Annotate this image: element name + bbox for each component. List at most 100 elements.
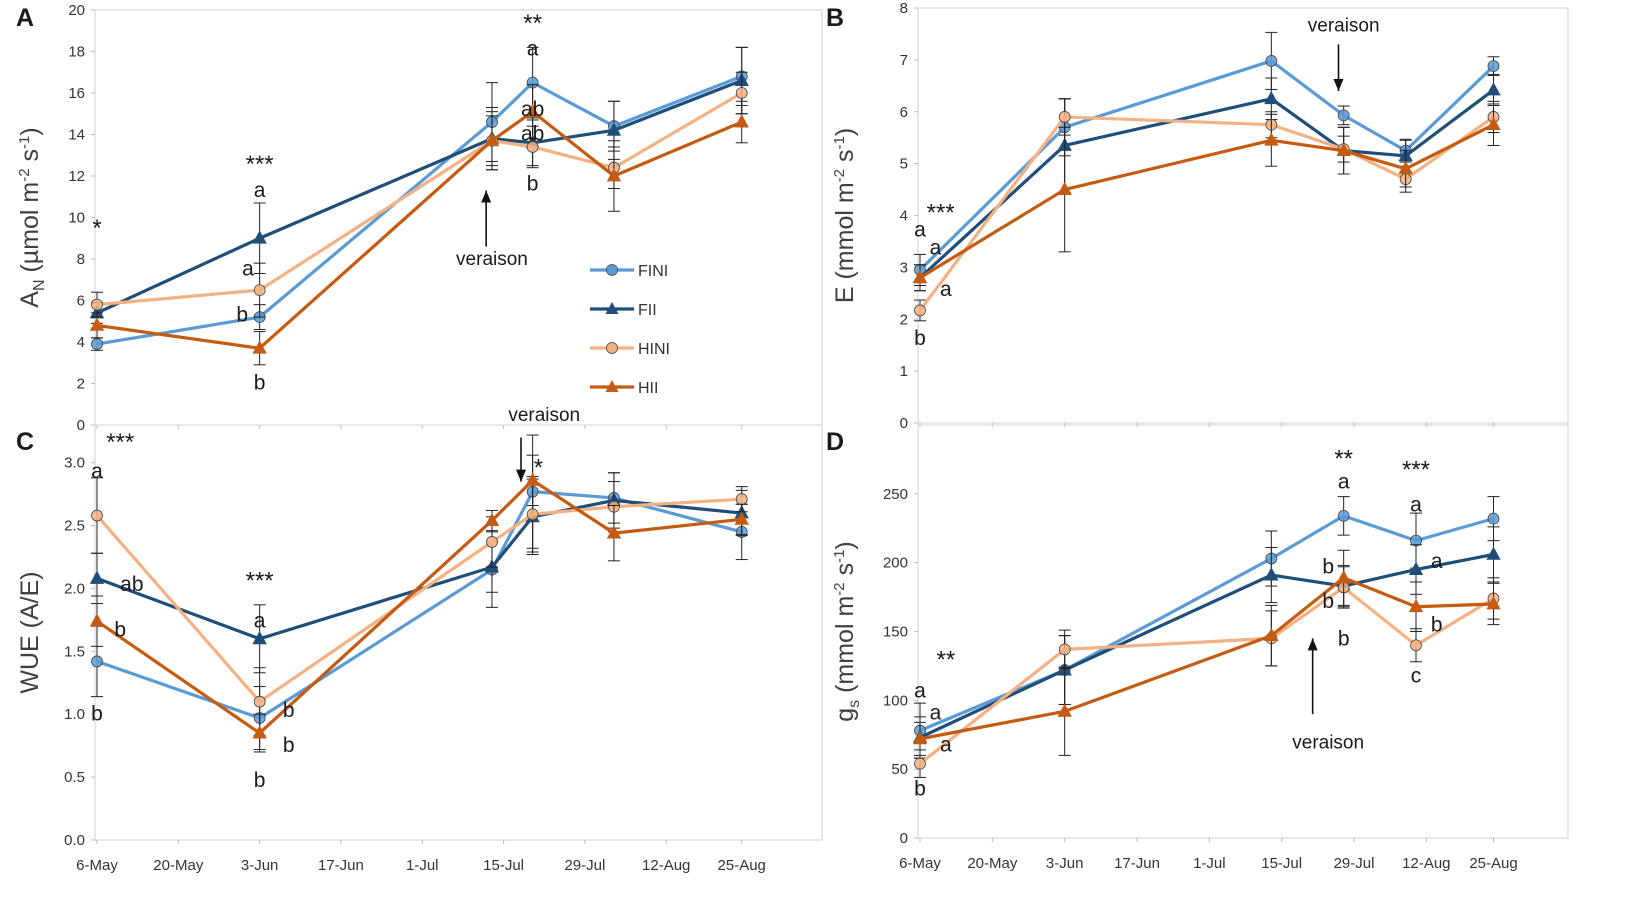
series-line bbox=[96, 478, 742, 735]
x-tick-label: 1-Jul bbox=[1193, 855, 1226, 872]
x-tick-label: 3-Jun bbox=[241, 857, 279, 874]
y-tick-label: 4 bbox=[77, 334, 85, 351]
series-hii bbox=[89, 454, 749, 753]
group-letter: b bbox=[91, 703, 103, 726]
y-tick-label: 2 bbox=[77, 376, 85, 393]
data-point bbox=[1336, 142, 1351, 157]
group-letter: a bbox=[930, 702, 942, 725]
legend-marker bbox=[606, 264, 618, 276]
data-point bbox=[606, 122, 622, 136]
significance-label: *** bbox=[246, 567, 274, 594]
y-tick-label: 1.0 bbox=[64, 706, 85, 723]
significance-label: *** bbox=[106, 429, 134, 456]
data-point bbox=[1058, 111, 1071, 123]
data-point bbox=[253, 284, 266, 297]
data-point bbox=[606, 168, 622, 182]
group-letter: b bbox=[1322, 590, 1334, 613]
x-tick-label: 12-Aug bbox=[642, 857, 690, 874]
x-tick-label: 17-Jun bbox=[318, 857, 364, 874]
data-point bbox=[1264, 132, 1279, 146]
series-line bbox=[919, 123, 1495, 280]
data-point bbox=[91, 509, 103, 522]
significance-label: ** bbox=[1334, 445, 1353, 472]
data-point bbox=[252, 630, 267, 645]
y-tick-label: 8 bbox=[77, 251, 85, 268]
group-letter: a bbox=[914, 218, 926, 241]
veraison-arrow-head bbox=[481, 190, 492, 203]
series-line bbox=[96, 79, 743, 315]
y-tick-label: 2 bbox=[900, 311, 908, 328]
group-letter: a bbox=[1410, 494, 1422, 517]
group-letter: a bbox=[940, 278, 952, 301]
significance-label: *** bbox=[1402, 456, 1430, 483]
significance-label: * bbox=[92, 215, 101, 242]
series-line bbox=[919, 552, 1494, 739]
data-point bbox=[1486, 596, 1501, 610]
y-axis-label: gs (mmol m-2 s-1) bbox=[831, 541, 863, 722]
data-point bbox=[89, 570, 105, 584]
series-hini bbox=[91, 71, 748, 318]
series-hii bbox=[912, 549, 1501, 756]
x-tick-label: 12-Aug bbox=[1402, 855, 1450, 872]
x-tick-label: 6-May bbox=[899, 855, 941, 872]
series-line bbox=[96, 110, 743, 350]
data-point bbox=[1057, 703, 1072, 717]
data-point bbox=[484, 132, 500, 147]
y-axis-label: AN (µmol m-2 s-1) bbox=[16, 127, 48, 307]
legend-label: HII bbox=[638, 380, 658, 397]
legend: FINI FII HINI HII bbox=[590, 263, 670, 397]
data-point bbox=[525, 472, 540, 486]
x-tick-label: 20-May bbox=[153, 857, 204, 874]
group-letter: a bbox=[1431, 550, 1443, 573]
panel-c: 0.0 0.5 1.0 1.5 2.0 2.5 3.0 6-May 20-May 3-Jun 17-… bbox=[16, 405, 823, 874]
significance-label: *** bbox=[927, 200, 955, 227]
series-line bbox=[96, 74, 743, 346]
series-fini bbox=[914, 31, 1500, 287]
veraison-label: veraison bbox=[456, 249, 528, 270]
y-tick-label: 7 bbox=[900, 52, 908, 69]
x-tick-label: 25-Aug bbox=[718, 857, 766, 874]
series-line bbox=[918, 115, 1495, 312]
group-letter: b bbox=[1431, 614, 1443, 637]
y-tick-label: 12 bbox=[68, 168, 85, 185]
y-label-unit: ) bbox=[16, 127, 44, 135]
series-fii bbox=[912, 73, 1501, 292]
y-tick-label: 6 bbox=[900, 104, 908, 121]
data-point bbox=[1264, 627, 1279, 642]
data-point bbox=[735, 87, 748, 99]
legend-label: FINI bbox=[638, 263, 668, 280]
x-tick-label: 15-Jul bbox=[1261, 855, 1302, 872]
panel-d: 0 50 100 150 200 250 6-May 20-May 3-Jun 17-Jun 1-J… bbox=[826, 424, 1569, 872]
series-line bbox=[96, 91, 743, 307]
group-letter: a bbox=[930, 236, 942, 259]
data-point bbox=[1265, 55, 1278, 67]
y-tick-label: 14 bbox=[68, 127, 85, 144]
y-tick-label: 2.5 bbox=[64, 518, 85, 535]
y-tick-label: 150 bbox=[883, 624, 908, 641]
x-tick-label: 25-Aug bbox=[1469, 855, 1517, 872]
group-letter: b bbox=[254, 372, 266, 395]
y-label-unit: ) bbox=[831, 128, 859, 136]
series-line bbox=[918, 88, 1495, 279]
y-label-unit: s bbox=[831, 563, 859, 582]
series-hini bbox=[91, 476, 748, 737]
data-point bbox=[484, 512, 500, 526]
group-letter: c bbox=[1411, 664, 1422, 687]
series-hii bbox=[89, 84, 749, 366]
data-point bbox=[91, 298, 103, 311]
series-hii bbox=[912, 103, 1501, 292]
data-point bbox=[1487, 60, 1500, 72]
series-line bbox=[96, 490, 743, 720]
data-point bbox=[1410, 639, 1422, 652]
x-tick-label: 17-Jun bbox=[1114, 855, 1160, 872]
data-point bbox=[1486, 82, 1501, 96]
data-point bbox=[91, 338, 103, 350]
group-letter: a bbox=[242, 258, 254, 281]
group-letter: b bbox=[914, 777, 926, 800]
y-label-unit: ) bbox=[831, 541, 859, 549]
y-tick-label: 100 bbox=[883, 692, 908, 709]
data-point bbox=[1486, 116, 1501, 131]
